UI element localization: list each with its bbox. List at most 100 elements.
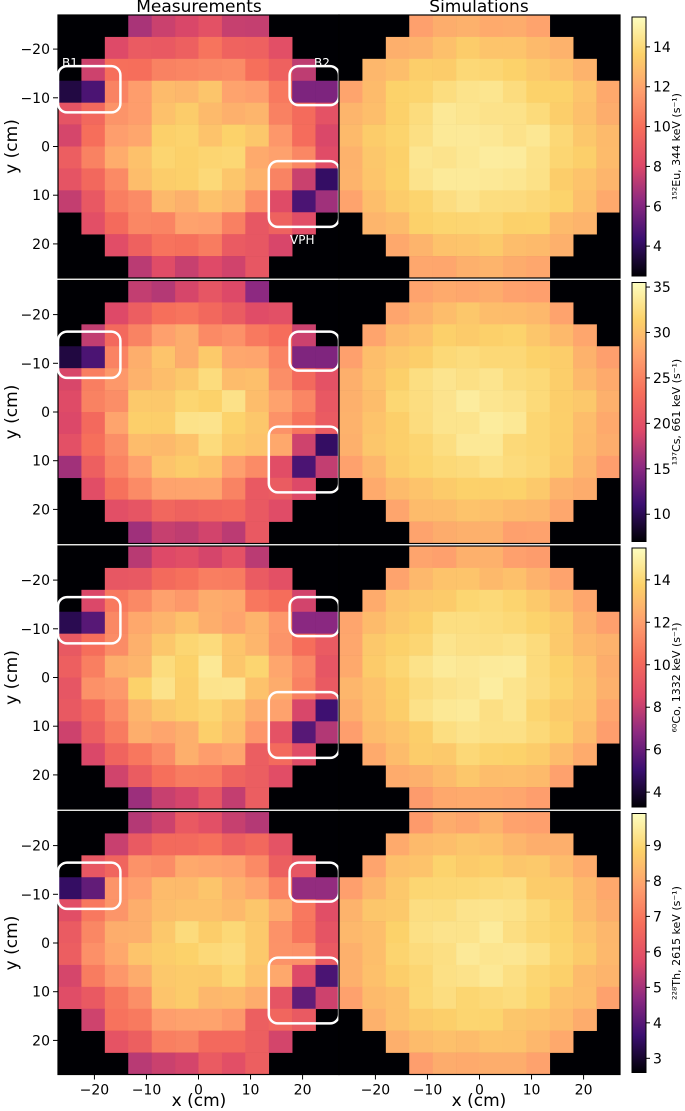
heatmap-cell [385, 190, 410, 213]
heatmap-cell [81, 699, 106, 722]
heatmap-cell [362, 589, 387, 613]
heatmap-cell [268, 124, 293, 147]
heatmap-cell [502, 855, 527, 878]
heatmap-cell [596, 102, 621, 125]
y-tick-label: −20 [20, 573, 50, 589]
heatmap-cell [128, 1052, 152, 1075]
heatmap-cell [479, 124, 504, 147]
heatmap-cell [385, 346, 410, 369]
heatmap-cell [175, 765, 199, 788]
heatmap-cell [198, 833, 223, 856]
heatmap-cell [128, 986, 152, 1010]
heatmap-cell [526, 787, 551, 810]
y-tick-label: 20 [32, 502, 50, 518]
colorbar-tick-label: 5 [653, 980, 662, 996]
heatmap-cell [198, 58, 223, 82]
heatmap-cell [502, 280, 527, 303]
heatmap-cell [502, 677, 527, 700]
heatmap-cell [221, 324, 246, 347]
heatmap-cell [432, 433, 457, 457]
heatmap-cell [104, 477, 129, 500]
heatmap-cell [573, 477, 597, 500]
heatmap-cell [221, 256, 246, 279]
heatmap-cell [198, 855, 223, 878]
heatmap-cell [198, 15, 223, 38]
heatmap-cell [456, 499, 480, 522]
heatmap-cell [432, 390, 457, 413]
heatmap-cell [292, 721, 316, 744]
heatmap-cell [221, 546, 246, 569]
heatmap-cell [198, 877, 223, 900]
heatmap-cell [432, 633, 457, 656]
heatmap-cell [432, 699, 457, 722]
heatmap-cell [362, 455, 387, 479]
heatmap-cell [432, 102, 457, 125]
heatmap-cell [573, 921, 597, 944]
heatmap-cell [268, 611, 293, 634]
heatmap-cell [456, 477, 480, 500]
heatmap-cell [245, 611, 270, 634]
heatmap-cell [479, 964, 504, 988]
heatmap-cell [479, 102, 504, 125]
heatmap-cell [456, 943, 480, 966]
colorbar [631, 282, 647, 542]
heatmap-cell [104, 455, 129, 479]
heatmap-cell [58, 190, 82, 213]
heatmap-cell [479, 743, 504, 766]
heatmap-cell [268, 567, 293, 591]
heatmap-cell [573, 877, 597, 900]
heatmap-cell [526, 1052, 551, 1075]
heatmap-cell [198, 212, 223, 235]
x-tick-label: −10 [413, 1083, 443, 1099]
heatmap-cell [198, 899, 223, 922]
heatmap-cell [315, 433, 340, 457]
colorbar-tick-label: 6 [653, 945, 662, 961]
heatmap-cell [198, 943, 223, 966]
heatmap-cell [409, 811, 433, 834]
heatmap-cell [502, 102, 527, 125]
heatmap-cell [58, 455, 82, 479]
heatmap-cell [292, 412, 316, 435]
region-box-b1 [56, 64, 122, 114]
heatmap-cell [104, 1008, 129, 1031]
heatmap-cell [81, 368, 106, 391]
heatmap-cell [128, 499, 152, 522]
heatmap-cell [573, 899, 597, 922]
heatmap-cell [502, 833, 527, 856]
heatmap-cell [549, 765, 574, 788]
heatmap-cell [268, 168, 293, 191]
heatmap-cell [339, 102, 363, 125]
heatmap-cell [362, 412, 387, 435]
heatmap-cell [221, 280, 246, 303]
heatmap-cell [479, 168, 504, 191]
heatmap-cell [409, 80, 433, 103]
heatmap-cell [339, 633, 363, 656]
heatmap-cell [479, 455, 504, 479]
heatmap-cell [151, 677, 176, 700]
heatmap-cell [549, 234, 574, 257]
heatmap-cell [479, 986, 504, 1010]
heatmap-cell [362, 212, 387, 235]
colorbar-tick-label: 10 [653, 658, 671, 674]
heatmap-cell [245, 877, 270, 900]
heatmap-cell [315, 964, 340, 988]
heatmap-cell [198, 124, 223, 147]
heatmap-cell [432, 611, 457, 634]
heatmap-cell [362, 655, 387, 678]
heatmap-cell [385, 499, 410, 522]
heatmap-cell [268, 368, 293, 391]
heatmap-cell [151, 787, 176, 810]
heatmap-cell [362, 899, 387, 922]
heatmap-cell [128, 36, 152, 60]
heatmap-cell [268, 699, 293, 722]
heatmap-cell [409, 146, 433, 169]
heatmap-cell [151, 611, 176, 634]
colorbar-tick-label: 3 [653, 1051, 662, 1067]
heatmap-cell [221, 899, 246, 922]
heatmap-cell [573, 743, 597, 766]
heatmap-cell [526, 302, 551, 325]
heatmap-cell [81, 677, 106, 700]
heatmap-cell [573, 124, 597, 147]
heatmap-cell [268, 921, 293, 944]
heatmap-cell [245, 521, 270, 544]
